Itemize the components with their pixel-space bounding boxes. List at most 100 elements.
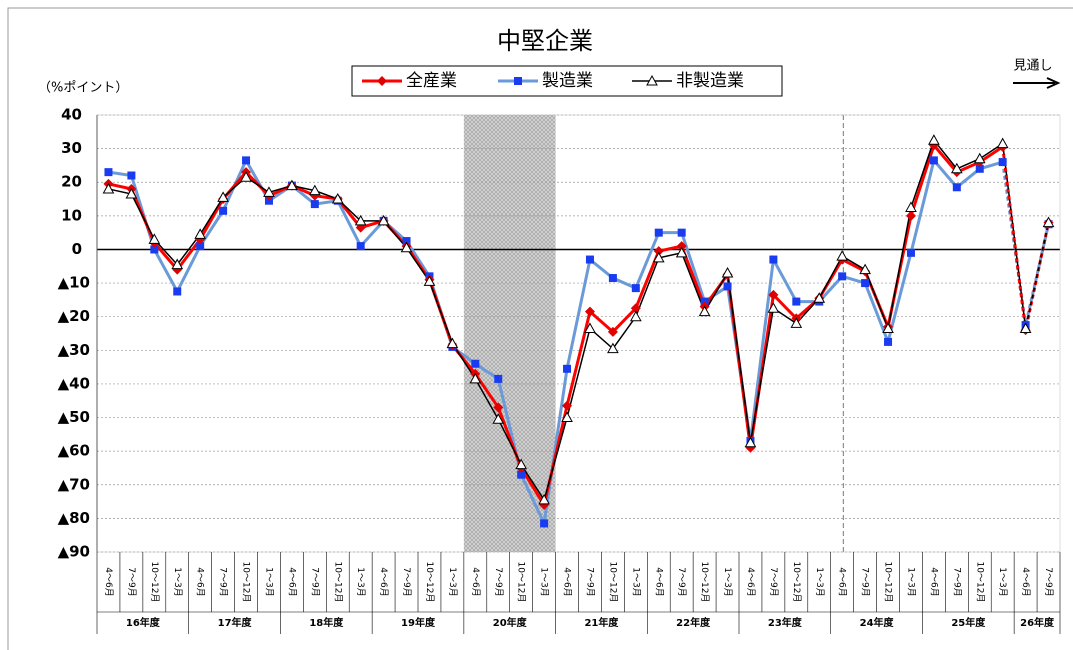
point (929, 156, 938, 165)
x-tick-label: 7～9月 (493, 567, 504, 596)
point (654, 228, 663, 237)
point (629, 310, 642, 322)
point (905, 201, 917, 212)
y-tick-label: 0 (72, 240, 82, 258)
point (584, 306, 595, 317)
point (906, 248, 915, 257)
y-tick-label: 10 (61, 206, 82, 224)
x-tick-label: 1～3月 (905, 567, 916, 596)
point (540, 519, 549, 528)
x-tick-label: 1～3月 (997, 567, 1008, 596)
point (721, 266, 734, 278)
x-tick-label: 10～12月 (699, 562, 710, 603)
point (973, 152, 986, 164)
x-tick-label: 1～3月 (172, 567, 183, 596)
series-line (108, 157, 1004, 529)
x-tick-label: 1～3月 (539, 567, 550, 596)
point (308, 184, 321, 196)
x-tick-label: 4～6月 (286, 567, 297, 596)
point (331, 193, 344, 204)
point (653, 246, 664, 257)
y-tick-label: ▲40 (58, 374, 90, 392)
point (356, 242, 365, 251)
x-tick-label: 4～6月 (928, 567, 939, 596)
group-label: 17年度 (218, 616, 253, 629)
legend-label: 全産業 (406, 71, 457, 91)
point (698, 305, 711, 317)
point (517, 470, 526, 479)
point (744, 436, 757, 448)
point (996, 137, 1009, 149)
legend-label: 製造業 (542, 71, 593, 91)
point (950, 162, 963, 174)
x-tick-label: 10～12月 (974, 562, 985, 603)
x-tick-label: 10～12月 (424, 562, 435, 603)
point (217, 191, 229, 202)
x-tick-label: 1～3月 (447, 567, 458, 596)
point (676, 241, 687, 252)
point (1019, 322, 1032, 333)
point (767, 302, 780, 313)
point (471, 359, 480, 368)
legend-marker (514, 77, 522, 85)
group-label: 25年度 (951, 616, 986, 629)
y-tick-label: ▲60 (58, 442, 90, 460)
group-label: 22年度 (676, 616, 711, 629)
x-tick-label: 7～9月 (860, 567, 871, 596)
point (400, 241, 413, 253)
x-tick-label: 4～6月 (470, 567, 481, 596)
point (494, 374, 503, 383)
legend-marker (377, 76, 387, 86)
point (630, 303, 641, 314)
point (563, 364, 572, 373)
point (998, 158, 1007, 167)
legend-marker (646, 74, 658, 86)
point (905, 210, 916, 221)
group-label: 18年度 (309, 616, 344, 629)
legend (351, 65, 783, 97)
y-tick-label: ▲70 (58, 475, 90, 493)
x-tick-label: 7～9月 (126, 567, 137, 596)
point (607, 326, 618, 337)
point (928, 134, 940, 145)
x-tick-label: 4～6月 (378, 567, 389, 596)
x-tick-label: 1～3月 (814, 567, 825, 596)
y-tick-label: ▲10 (58, 274, 90, 292)
x-tick-label: 4～6月 (653, 567, 664, 596)
x-tick-label: 7～9月 (309, 567, 320, 596)
x-tick-label: 7～9月 (676, 567, 687, 596)
x-tick-label: 1～3月 (630, 567, 641, 596)
point (446, 337, 459, 349)
annotation: 見通し (1013, 59, 1052, 74)
x-tick-label: 10～12月 (241, 562, 252, 603)
point (768, 289, 779, 300)
point (585, 255, 594, 264)
point (882, 322, 894, 333)
point (792, 297, 801, 306)
point (150, 245, 159, 254)
group-label: 19年度 (401, 616, 436, 629)
x-tick-label: 10～12月 (791, 562, 802, 603)
series-line (1001, 161, 1051, 326)
x-tick-label: 1～3月 (722, 567, 733, 596)
y-tick-label: 20 (61, 173, 82, 191)
y-tick-label: 40 (61, 106, 82, 124)
point (171, 258, 184, 270)
group-label: 20年度 (493, 616, 528, 629)
legend-label: 非製造業 (676, 71, 744, 91)
group-label: 16年度 (126, 616, 161, 629)
x-tick-label: 10～12月 (883, 562, 894, 603)
point (538, 493, 550, 505)
point (219, 206, 228, 215)
group-label: 26年度 (1020, 616, 1055, 629)
point (675, 246, 688, 258)
point (861, 279, 870, 288)
point (469, 372, 482, 384)
y-tick-label: ▲90 (58, 543, 90, 561)
x-tick-label: 4～6月 (195, 567, 206, 596)
point (310, 200, 319, 209)
point (562, 400, 573, 411)
point (700, 297, 709, 306)
group-label: 24年度 (860, 616, 895, 629)
point (148, 233, 161, 244)
